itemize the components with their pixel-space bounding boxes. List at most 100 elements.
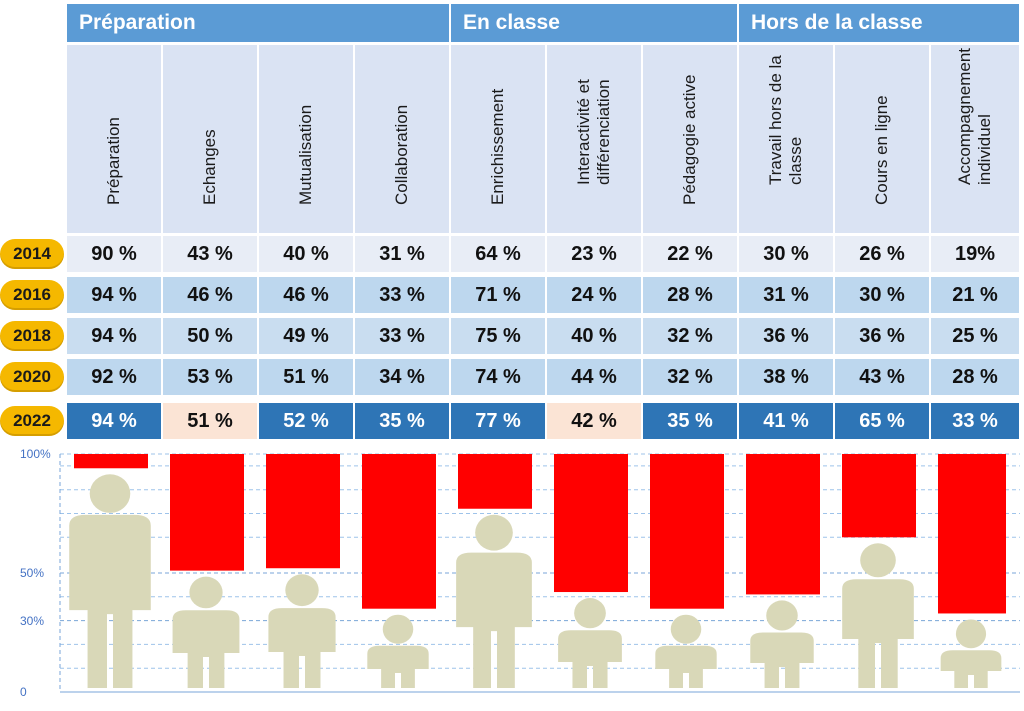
column-header: Préparation <box>67 45 161 233</box>
y-tick-label: 50% <box>20 566 45 580</box>
value-bar <box>746 454 820 595</box>
y-tick-label: 100% <box>20 447 51 461</box>
column-header-label: Echanges <box>200 129 219 205</box>
y-tick-label: 30% <box>20 613 45 628</box>
table-cell: 94 % <box>67 318 161 354</box>
value-bar <box>266 454 340 569</box>
value-bar <box>938 454 1006 614</box>
table-cell: 36 % <box>739 318 833 354</box>
table-cell: 40 % <box>547 318 641 354</box>
table-cell: 31 % <box>355 236 449 272</box>
value-bar <box>458 454 532 509</box>
table-cell: 26 % <box>835 236 929 272</box>
table-cell: 33 % <box>931 403 1019 439</box>
table-cell: 28 % <box>643 277 737 313</box>
year-badge: 2018 <box>0 321 64 351</box>
column-header-label: Cours en ligne <box>872 95 891 205</box>
table-cell: 53 % <box>163 359 257 395</box>
value-bar <box>554 454 628 593</box>
table-cell: 35 % <box>643 403 737 439</box>
table-cell: 21 % <box>931 277 1019 313</box>
column-header-label: Mutualisation <box>296 104 315 205</box>
table-cell: 30 % <box>739 236 833 272</box>
table-cell: 28 % <box>931 359 1019 395</box>
person-figure <box>842 543 914 688</box>
person-figure <box>558 598 622 688</box>
table-cell: 42 % <box>547 403 641 439</box>
value-bar <box>74 454 148 469</box>
table-cell: 23 % <box>547 236 641 272</box>
value-bar <box>650 454 724 609</box>
table-cell: 24 % <box>547 277 641 313</box>
person-figure <box>750 600 814 688</box>
table-cell: 92 % <box>67 359 161 395</box>
value-bar <box>362 454 436 609</box>
column-header: Enrichissement <box>451 45 545 233</box>
table-cell: 94 % <box>67 403 161 439</box>
year-badge: 2016 <box>0 280 64 310</box>
column-header-label: Interactivité et différenciation <box>574 79 613 185</box>
person-figure <box>69 474 151 688</box>
column-header-label: Préparation <box>104 117 123 205</box>
table-cell: 52 % <box>259 403 353 439</box>
table-cell: 30 % <box>835 277 929 313</box>
table-cell: 74 % <box>451 359 545 395</box>
table-cell: 65 % <box>835 403 929 439</box>
table-cell: 32 % <box>643 318 737 354</box>
column-header-label: Pédagogie active <box>680 74 699 205</box>
person-figure <box>456 514 532 688</box>
value-bar <box>842 454 916 538</box>
table-cell: 44 % <box>547 359 641 395</box>
table-cell: 25 % <box>931 318 1019 354</box>
table-cell: 90 % <box>67 236 161 272</box>
person-figure <box>655 614 717 688</box>
table-cell: 40 % <box>259 236 353 272</box>
person-figure <box>940 619 1002 688</box>
person-figure <box>268 574 336 688</box>
group-header: En classe <box>451 4 737 42</box>
table-cell: 46 % <box>163 277 257 313</box>
table-cell: 36 % <box>835 318 929 354</box>
table-cell: 46 % <box>259 277 353 313</box>
column-header: Collaboration <box>355 45 449 233</box>
column-header-label: Accompagnement individuel <box>955 47 994 185</box>
table-cell: 31 % <box>739 277 833 313</box>
table-cell: 49 % <box>259 318 353 354</box>
table-cell: 71 % <box>451 277 545 313</box>
group-header: Préparation <box>67 4 449 42</box>
table-cell: 64 % <box>451 236 545 272</box>
table-cell: 33 % <box>355 277 449 313</box>
value-bar <box>170 454 244 571</box>
group-header: Hors de la classe <box>739 4 1019 42</box>
column-header-label: Enrichissement <box>488 88 507 205</box>
table-cell: 33 % <box>355 318 449 354</box>
table-cell: 94 % <box>67 277 161 313</box>
table-cell: 32 % <box>643 359 737 395</box>
table-cell: 41 % <box>739 403 833 439</box>
year-badge: 2022 <box>0 406 64 436</box>
column-header: Pédagogie active <box>643 45 737 233</box>
column-header: Accompagnement individuel <box>931 45 1019 233</box>
person-figure <box>367 614 429 688</box>
column-header-label: Travail hors de la classe <box>766 55 805 185</box>
column-header: Echanges <box>163 45 257 233</box>
column-header: Mutualisation <box>259 45 353 233</box>
y-tick-label: 0 <box>20 685 27 699</box>
table-cell: 43 % <box>163 236 257 272</box>
table-cell: 38 % <box>739 359 833 395</box>
table-cell: 77 % <box>451 403 545 439</box>
table-cell: 35 % <box>355 403 449 439</box>
column-header: Travail hors de la classe <box>739 45 833 233</box>
table-cell: 75 % <box>451 318 545 354</box>
year-badge: 2020 <box>0 362 64 392</box>
year-badge: 2014 <box>0 239 64 269</box>
table-cell: 43 % <box>835 359 929 395</box>
column-header: Cours en ligne <box>835 45 929 233</box>
column-header-label: Collaboration <box>392 104 411 205</box>
column-header: Interactivité et différenciation <box>547 45 641 233</box>
table-cell: 50 % <box>163 318 257 354</box>
table-cell: 51 % <box>163 403 257 439</box>
person-figure <box>172 576 240 688</box>
bar-chart <box>59 453 1020 693</box>
